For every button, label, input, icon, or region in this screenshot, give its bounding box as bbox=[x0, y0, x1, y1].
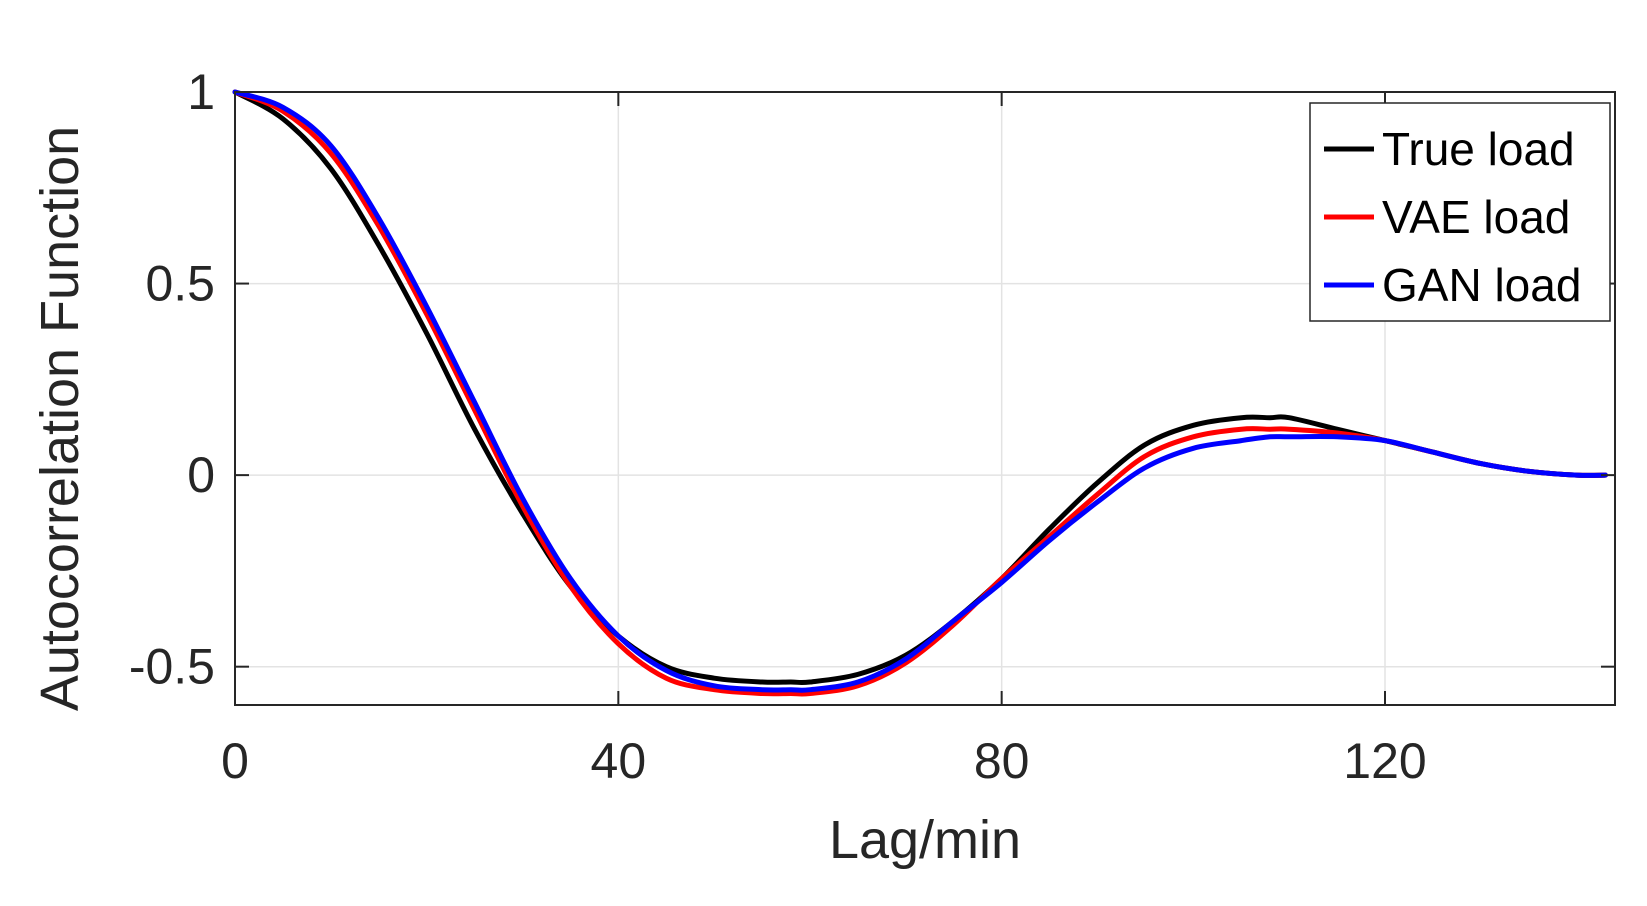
x-tick-label: 40 bbox=[591, 733, 647, 789]
y-tick-label: 0 bbox=[187, 447, 215, 503]
y-tick-label: 0.5 bbox=[145, 256, 215, 312]
axis-ticks: 0 40 80 120-0.500.51 bbox=[129, 64, 1615, 789]
y-axis-title: Autocorrelation Function bbox=[30, 126, 90, 711]
legend-label-vae-load: VAE load bbox=[1382, 191, 1570, 243]
plot-area-frame bbox=[234, 91, 1616, 706]
legend-label-gan-load: GAN load bbox=[1382, 259, 1581, 311]
series-line-gan-load bbox=[232, 89, 1608, 693]
series-lines bbox=[232, 89, 1608, 697]
y-tick-label: 1 bbox=[187, 64, 215, 120]
x-axis-title: Lag/min bbox=[829, 810, 1021, 870]
y-tick-label: -0.5 bbox=[129, 639, 215, 695]
x-tick-label: 0 bbox=[221, 733, 249, 789]
x-tick-label: 80 bbox=[974, 733, 1030, 789]
legend: True load VAE load GAN load bbox=[1309, 102, 1611, 322]
x-tick-label: 120 bbox=[1343, 733, 1426, 789]
legend-label-true-load: True load bbox=[1382, 123, 1575, 175]
